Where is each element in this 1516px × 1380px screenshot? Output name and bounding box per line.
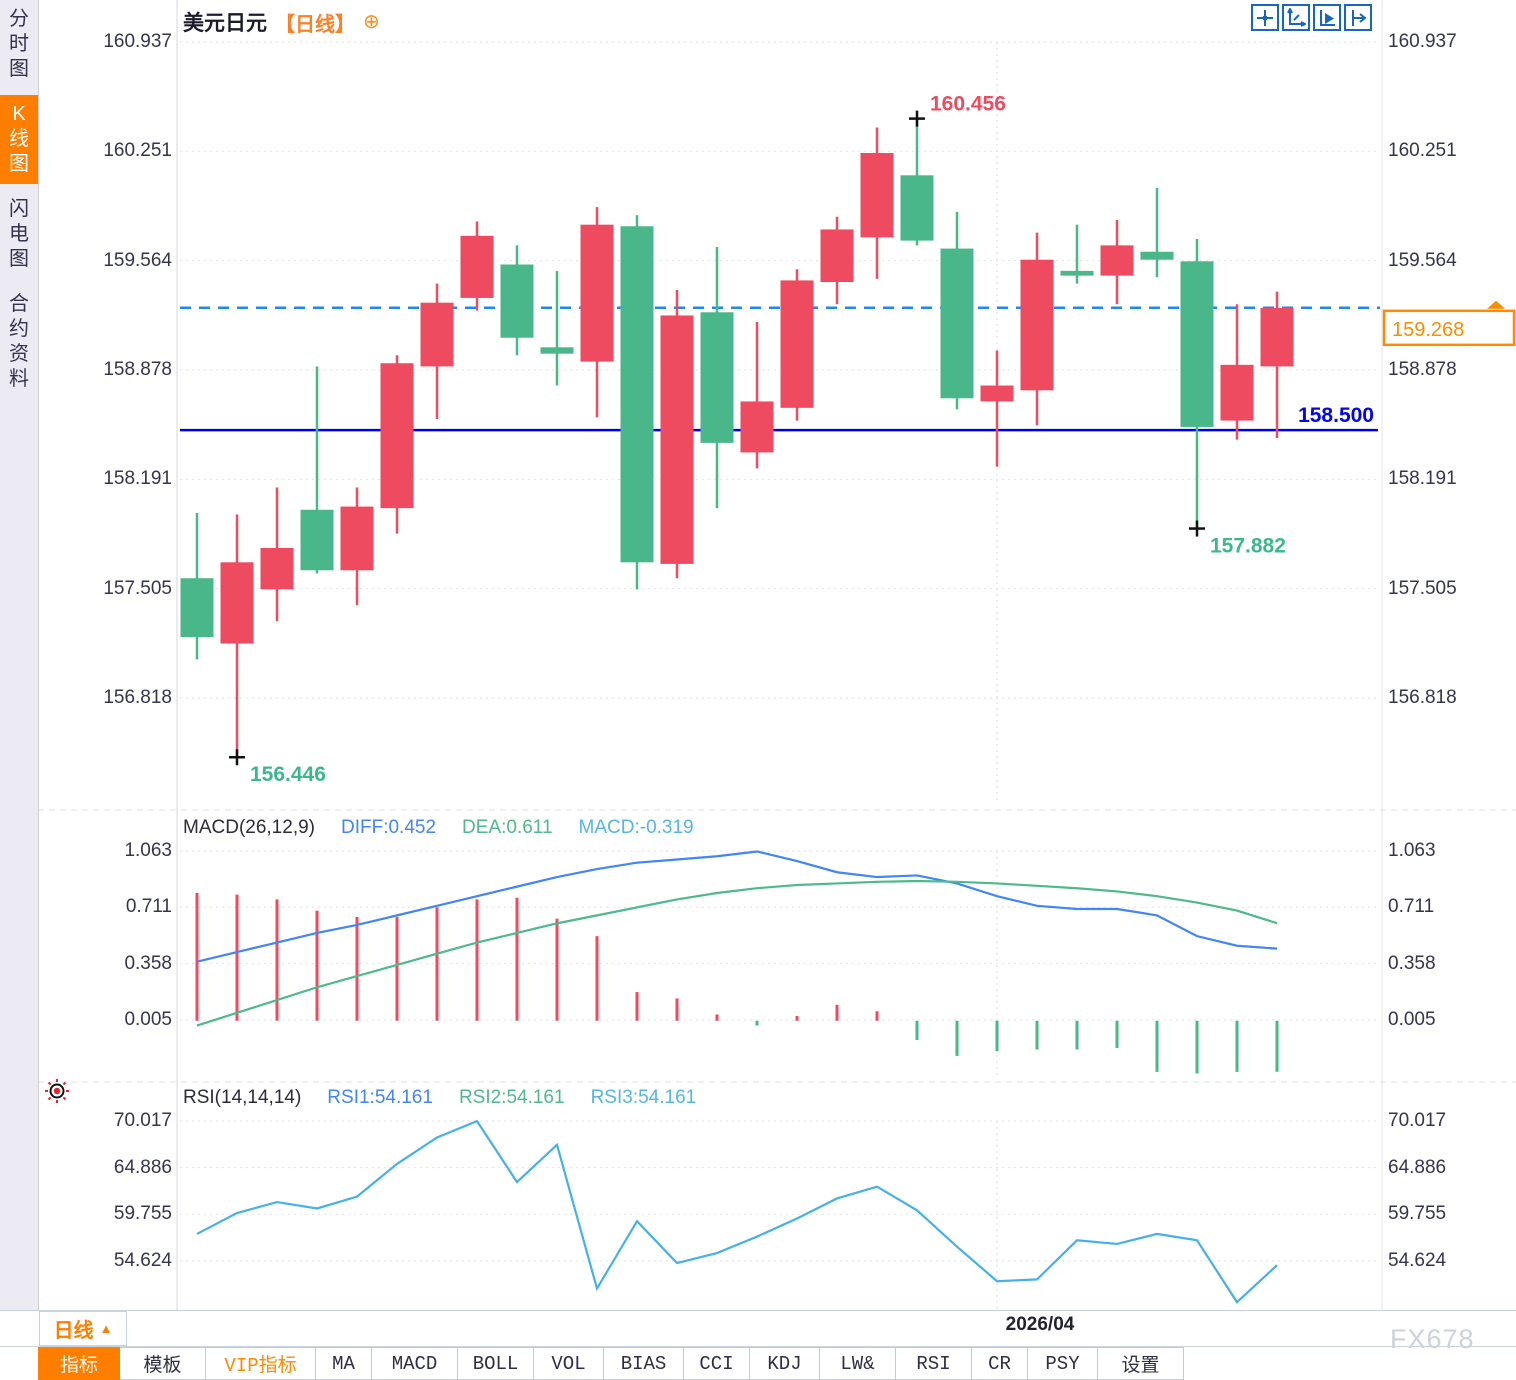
macd-header: MACD(26,12,9) DIFF:0.452 DEA:0.611 MACD:… xyxy=(183,817,694,839)
period-dropdown-label: 日线 xyxy=(53,1320,94,1342)
rsi-axis-label-left: 64.886 xyxy=(113,1156,172,1178)
dropdown-arrow-icon: ▲ xyxy=(99,1321,113,1336)
toolbar-divider xyxy=(0,1346,1516,1347)
price-axis-label-right: 158.878 xyxy=(1388,358,1457,380)
svg-text:159.268: 159.268 xyxy=(1392,319,1464,341)
axis-shift-icon[interactable] xyxy=(1344,4,1372,31)
macd-title: MACD(26,12,9) xyxy=(183,817,315,838)
price-axis-label-left: 156.818 xyxy=(103,687,172,708)
macd-axis-label-left: 0.711 xyxy=(125,896,172,918)
symbol-title: 美元日元 xyxy=(183,12,267,35)
add-overlay-icon[interactable]: ⊕ xyxy=(363,11,380,33)
rsi-axis-label-left: 54.624 xyxy=(113,1250,172,1271)
price-axis-label-left: 160.251 xyxy=(103,140,172,162)
sidebar-tab-0[interactable]: 分时图 xyxy=(9,8,29,80)
low-price-label: 157.882 xyxy=(1210,535,1286,558)
toolbar-tab-MACD[interactable]: MACD xyxy=(372,1347,458,1380)
rsi-axis-label-right: 54.624 xyxy=(1388,1250,1447,1271)
date-axis-label: 2026/04 xyxy=(1005,1314,1075,1335)
macd-macd-value: MACD:-0.319 xyxy=(578,817,694,838)
toolbar-tab-KDJ[interactable]: KDJ xyxy=(750,1347,820,1380)
toolbar-tab-模板[interactable]: 模板 xyxy=(120,1347,206,1380)
price-axis-label-left: 160.937 xyxy=(103,31,172,52)
sidebar-tab-3[interactable]: 合约资料 xyxy=(9,293,29,390)
price-axis-label-right: 160.251 xyxy=(1388,140,1457,162)
macd-axis-label-left: 0.005 xyxy=(124,1009,172,1030)
rsi-axis-label-right: 70.017 xyxy=(1388,1110,1447,1131)
toolbar-tab-指标[interactable]: 指标 xyxy=(38,1347,120,1380)
support-level-label: 158.500 xyxy=(1298,404,1374,427)
axis-play-icon[interactable] xyxy=(1313,4,1341,31)
rsi-axis-label-left: 59.755 xyxy=(113,1203,172,1225)
toolbar-tab-MA[interactable]: MA xyxy=(316,1347,372,1380)
toolbar-tab-VOL[interactable]: VOL xyxy=(534,1347,604,1380)
toolbar-tab-PSY[interactable]: PSY xyxy=(1028,1347,1098,1380)
macd-axis-label-right: 0.358 xyxy=(1388,952,1436,974)
chart-toolbar xyxy=(1251,4,1372,31)
watermark: FX678 xyxy=(1390,1324,1475,1354)
price-up-arrow-icon xyxy=(1487,300,1505,309)
macd-axis-label-left: 0.358 xyxy=(124,952,172,974)
price-axis-label-left: 158.878 xyxy=(103,358,172,380)
rsi3-value: RSI3:54.161 xyxy=(590,1087,697,1108)
macd-diff-value: DIFF:0.452 xyxy=(341,817,437,838)
sidebar-tab-2[interactable]: 闪电图 xyxy=(9,198,29,270)
macd-axis-label-right: 0.711 xyxy=(1388,896,1435,918)
rsi-axis-label-left: 70.017 xyxy=(113,1110,172,1131)
rsi-title: RSI(14,14,14) xyxy=(183,1087,302,1108)
move-crosshair-icon[interactable] xyxy=(1251,4,1279,31)
price-axis-label-right: 159.564 xyxy=(1388,249,1457,271)
price-axis-label-left: 158.191 xyxy=(103,468,172,490)
price-axis-label-right: 156.818 xyxy=(1388,687,1457,708)
toolbar-tab-BOLL[interactable]: BOLL xyxy=(458,1347,534,1380)
period-tag: 【日线】 xyxy=(275,13,355,36)
axis-scale-icon[interactable] xyxy=(1282,4,1310,31)
rsi-header: RSI(14,14,14) RSI1:54.161 RSI2:54.161 RS… xyxy=(183,1087,696,1109)
chart-header: 美元日元 【日线】 ⊕ xyxy=(183,8,380,36)
price-axis-label-right: 157.505 xyxy=(1388,577,1457,599)
macd-axis-label-right: 1.063 xyxy=(1388,840,1436,861)
toolbar-tab-LW&[interactable]: LW& xyxy=(820,1347,896,1380)
price-axis-label-right: 158.191 xyxy=(1388,468,1457,490)
toolbar-tab-RSI[interactable]: RSI xyxy=(896,1347,972,1380)
toolbar-tab-CR[interactable]: CR xyxy=(972,1347,1028,1380)
indicator-toolbar: 指标 模板 VIP指标 MA MACD BOLL VOL BIAS CCI KDJ LW& RSI CR… xyxy=(38,1347,1184,1380)
toolbar-tab-CCI[interactable]: CCI xyxy=(684,1347,750,1380)
toolbar-tab-BIAS[interactable]: BIAS xyxy=(604,1347,684,1380)
high-price-label: 160.456 xyxy=(930,93,1006,116)
macd-dea-value: DEA:0.611 xyxy=(462,817,553,838)
rsi-axis-label-right: 59.755 xyxy=(1388,1203,1447,1225)
rsi1-value: RSI1:54.161 xyxy=(327,1087,433,1108)
panel-divider xyxy=(0,1310,1516,1311)
macd-axis-label-right: 0.005 xyxy=(1388,1009,1436,1030)
low-price-label: 156.446 xyxy=(250,763,326,786)
toolbar-tab-VIP指标[interactable]: VIP指标 xyxy=(206,1347,316,1380)
period-dropdown[interactable]: 日线 ▲ xyxy=(39,1311,127,1346)
price-axis-label-left: 159.564 xyxy=(103,249,172,271)
rsi-axis-label-right: 64.886 xyxy=(1388,1156,1447,1178)
toolbar-tab-设置[interactable]: 设置 xyxy=(1098,1347,1184,1380)
indicator-sun-icon[interactable] xyxy=(44,1078,70,1104)
rsi2-value: RSI2:54.161 xyxy=(458,1087,565,1108)
last-price-tag xyxy=(1382,309,1516,347)
price-axis-label-left: 157.505 xyxy=(103,577,172,599)
price-axis-label-right: 160.937 xyxy=(1388,31,1457,52)
macd-axis-label-left: 1.063 xyxy=(124,840,172,861)
